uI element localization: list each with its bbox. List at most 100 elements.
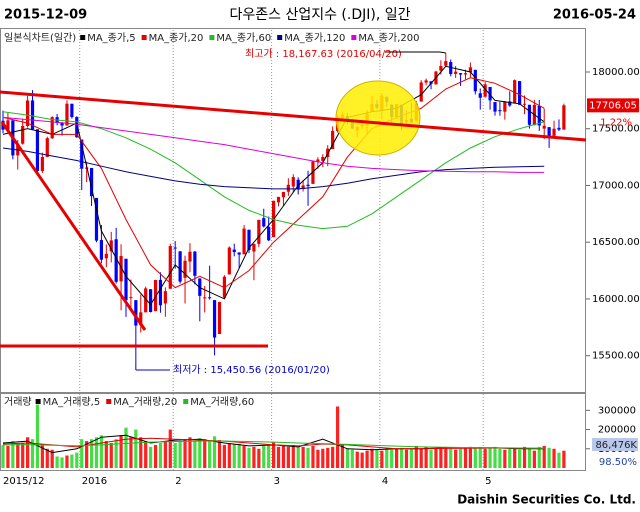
candle-body: [203, 297, 207, 299]
ma-line: [2, 147, 545, 190]
candle-body: [301, 185, 305, 189]
volume-bar: [45, 448, 49, 468]
volume-bar: [99, 435, 103, 468]
ma-line: [2, 440, 545, 449]
volume-bar: [6, 445, 10, 468]
volume-bar: [242, 445, 246, 468]
volume-bar: [168, 429, 172, 468]
candle-body: [89, 167, 94, 197]
volume-bar: [21, 443, 25, 468]
volume-bar: [35, 404, 40, 468]
volume-bar: [488, 447, 492, 468]
candle-body: [114, 239, 118, 282]
x-tick-label: 2: [175, 476, 181, 487]
candle-body: [527, 104, 532, 125]
legend-entry: MA_종가,200: [358, 32, 419, 44]
candle-body: [291, 177, 295, 187]
volume-bar: [439, 447, 443, 468]
ma-line: [2, 116, 545, 173]
volume-bar: [1, 444, 5, 468]
candle-body: [478, 93, 482, 98]
price-panel: [0, 28, 586, 393]
change: 1.22%: [600, 117, 632, 128]
volume-bar: [370, 448, 374, 468]
candle-body: [296, 179, 300, 190]
volume-bar: [286, 446, 290, 468]
volume-bar: [50, 449, 54, 468]
candle-body: [503, 101, 507, 112]
candle-body: [513, 80, 517, 104]
candle-body: [424, 80, 428, 83]
legend-title: 일본식차트(일간): [4, 32, 76, 44]
volume-bar: [419, 448, 423, 468]
volume-bar: [40, 443, 44, 468]
candle-body: [311, 161, 315, 184]
candle-body: [493, 102, 497, 112]
legend-swatch: [209, 35, 215, 40]
volume-bar: [227, 443, 231, 468]
candle-body: [281, 191, 286, 198]
volume-bar: [119, 435, 123, 468]
volume-bar: [124, 427, 128, 468]
volume-bar: [380, 450, 384, 468]
volume-bar: [203, 439, 207, 468]
y-tick-label: 15500.00: [592, 351, 640, 362]
volume-bar: [262, 445, 266, 468]
candle-body: [30, 100, 35, 130]
volume-bar: [272, 442, 276, 468]
high-note: 최고가 : 18,167.63 (2016/04/20): [245, 48, 402, 60]
candle-body: [331, 130, 335, 150]
volume-bar: [542, 445, 546, 468]
candle-body: [40, 156, 44, 171]
candle-body: [247, 229, 251, 251]
volume-bar: [306, 447, 310, 468]
highlight-circle: [335, 80, 421, 156]
legend-swatch: [141, 35, 147, 40]
volume-bar: [463, 447, 468, 468]
volume-bar: [331, 446, 335, 468]
volume-bar: [139, 437, 143, 468]
candle-body: [267, 227, 271, 241]
volume-bar: [503, 449, 507, 468]
volume-bar: [11, 441, 15, 468]
last-price: 17706.05: [589, 100, 637, 111]
volume-bar: [134, 429, 138, 468]
volume-bar: [30, 439, 35, 468]
candle-body: [6, 120, 10, 130]
candle-body: [188, 251, 192, 262]
ma-line: [2, 437, 545, 450]
candle-body: [65, 103, 69, 126]
volume-bar: [158, 443, 163, 468]
volume-bar: [355, 451, 359, 468]
candle-body: [257, 219, 261, 244]
candle-body: [208, 297, 212, 299]
candle-body: [276, 196, 281, 203]
volume-bar: [399, 447, 404, 468]
candle-body: [183, 260, 187, 278]
candle-body: [557, 127, 561, 130]
candle-body: [444, 61, 448, 66]
x-tick-label: 5: [485, 476, 491, 487]
last-price-box: [587, 98, 639, 113]
volume-bar: [326, 447, 330, 468]
candle-body: [75, 117, 79, 138]
candle-body: [99, 240, 103, 260]
candle-body: [212, 300, 217, 338]
volume-bar: [483, 448, 487, 468]
volume-bar: [449, 448, 453, 468]
volume-bar: [454, 449, 458, 468]
last-volume-box: [592, 438, 638, 451]
volume-bar: [16, 443, 20, 468]
candle-body: [483, 84, 487, 97]
volume-bar: [532, 450, 536, 468]
volume-bar: [94, 437, 99, 468]
candle-body: [458, 73, 463, 75]
legend-entry: MA_종가,60: [216, 32, 271, 44]
footer: Daishin Securities Co. Ltd.: [457, 493, 636, 507]
volume-bar: [212, 436, 217, 468]
candle-body: [168, 246, 172, 289]
low-note: 최저가 : 15,450.56 (2016/01/20): [173, 364, 330, 376]
candle-body: [21, 126, 25, 144]
volume-bar: [493, 446, 497, 468]
candle-body: [542, 125, 546, 129]
